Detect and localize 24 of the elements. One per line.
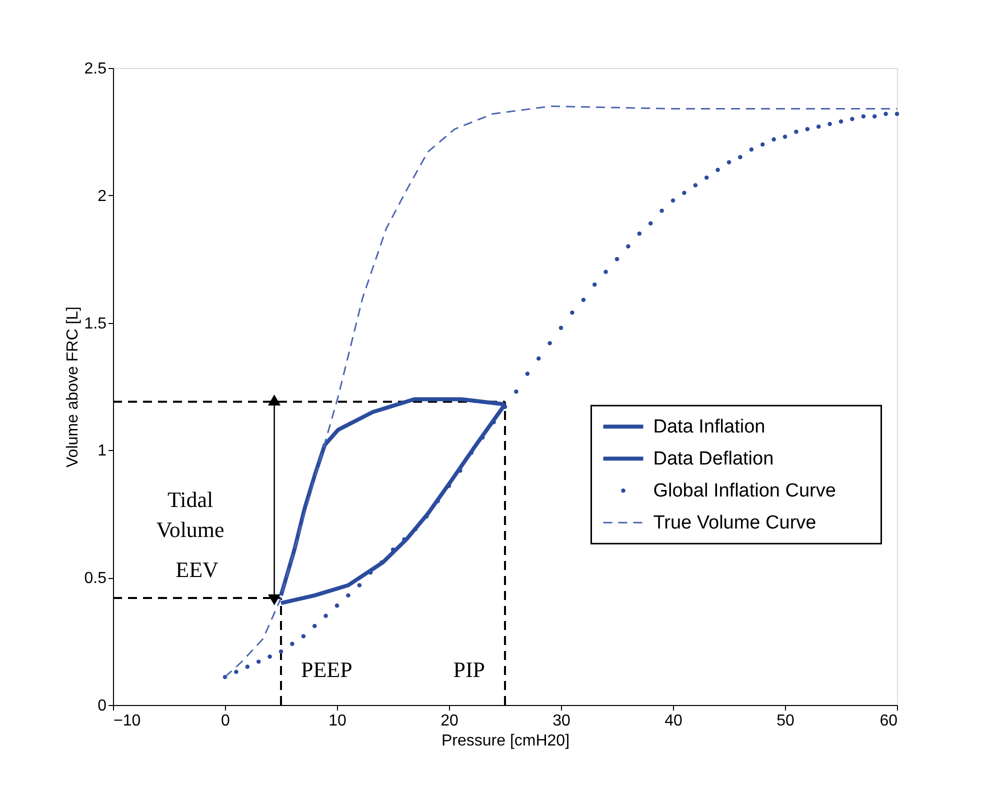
legend-label: Global Inflation Curve	[653, 480, 836, 502]
x-axis-title: Pressure [cmH20]	[441, 732, 570, 750]
x-tick-label: 50	[776, 712, 794, 730]
y-tick-label: 2.5	[84, 60, 107, 78]
x-tick-label: 0	[221, 712, 230, 730]
y-tick-label: 2	[98, 188, 107, 205]
x-tick-label: 60	[880, 712, 898, 730]
y-tick-label: 0.5	[84, 570, 107, 588]
ref-line-label: PEEP	[301, 657, 352, 682]
y-tick-label: 1.5	[84, 315, 107, 332]
legend-label: Data Deflation	[653, 448, 774, 470]
x-tick-label: 30	[552, 712, 570, 730]
y-axis-title: Volume above FRC [L]	[64, 306, 82, 468]
y-tick-label: 0	[98, 698, 107, 714]
x-tick-label: −10	[114, 712, 141, 730]
x-tick-label: 40	[664, 712, 682, 730]
x-tick-label: 10	[328, 712, 346, 730]
annotation: Tidal Volume	[156, 486, 224, 542]
x-tick-label: 20	[440, 712, 458, 730]
ref-line-label: EEV	[176, 556, 218, 582]
legend-label: True Volume Curve	[653, 512, 816, 534]
y-tick-label: 1	[98, 442, 107, 460]
legend-label: Data Inflation	[653, 416, 766, 438]
ref-line-label: PIP	[453, 657, 485, 682]
